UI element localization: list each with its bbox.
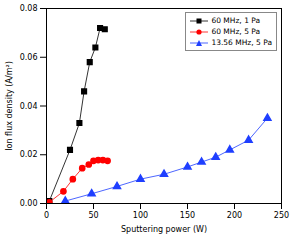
svg-text:50: 50 — [88, 211, 98, 220]
svg-text:Ion flux density (A/m²): Ion flux density (A/m²) — [5, 61, 14, 151]
svg-text:100: 100 — [133, 211, 148, 220]
svg-text:0: 0 — [44, 211, 49, 220]
html-text:13.56 MHz, 5 Pa: 13.56 MHz, 5 Pa — [211, 38, 272, 47]
svg-text:250: 250 — [274, 211, 289, 220]
svg-text:150: 150 — [180, 211, 195, 220]
svg-text:200: 200 — [227, 211, 242, 220]
svg-text:Sputtering power (W): Sputtering power (W) — [121, 225, 207, 234]
html-text:60 MHz, 1 Pa: 60 MHz, 1 Pa — [211, 16, 261, 25]
svg-text:0.06: 0.06 — [20, 53, 38, 62]
svg-text:0.00: 0.00 — [20, 199, 38, 208]
svg-text:0.02: 0.02 — [20, 150, 38, 159]
svg-text:0.04: 0.04 — [20, 102, 38, 111]
svg-text:0.08: 0.08 — [20, 4, 38, 13]
html-text:60 MHz, 5 Pa: 60 MHz, 5 Pa — [211, 27, 261, 36]
